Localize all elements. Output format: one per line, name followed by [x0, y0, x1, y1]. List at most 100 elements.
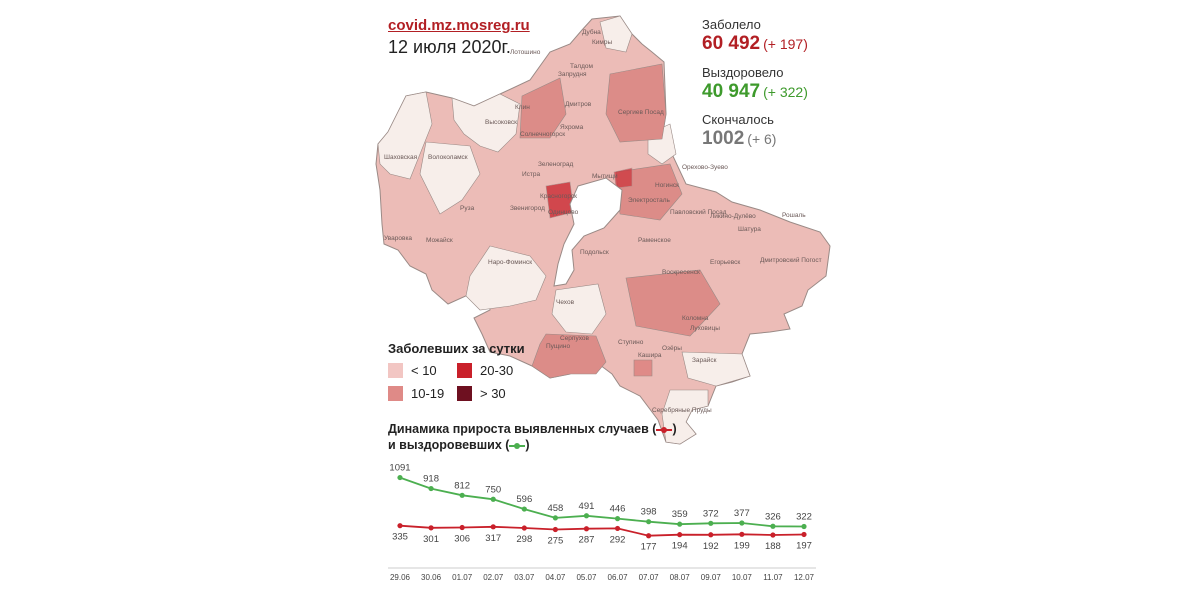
- stat-recovered-label: Выздоровело: [702, 65, 784, 80]
- district-zaraisk: [681, 351, 751, 387]
- map-label: Раменское: [638, 237, 671, 244]
- data-point-recovered: [708, 520, 714, 526]
- data-point-recovered: [646, 519, 652, 525]
- data-point-cases: [521, 525, 527, 531]
- data-point-cases: [646, 533, 652, 539]
- map-label: Сергиев Посад: [618, 109, 664, 116]
- map-label: Клин: [515, 104, 530, 111]
- data-label-recovered: 359: [672, 509, 688, 520]
- map-label: Ногинск: [655, 182, 679, 189]
- data-point-recovered: [428, 485, 434, 492]
- legend-label-20-30: 20-30: [480, 363, 514, 378]
- map-label: Ступино: [618, 339, 644, 346]
- data-label-cases: 275: [547, 536, 563, 547]
- x-tick-label: 09.07: [701, 573, 722, 582]
- data-point-cases: [614, 525, 621, 532]
- stat-recovered-delta: (+ 322): [763, 84, 808, 100]
- legend-label-10-19: 10-19: [411, 386, 445, 401]
- district-solnechnogorsk: [519, 77, 567, 139]
- district-kashira: [633, 359, 653, 377]
- map-label: Можайск: [426, 236, 453, 244]
- district-naro-fominsk: [465, 245, 547, 311]
- map-label: Пущино: [546, 343, 570, 350]
- data-point-recovered: [739, 520, 745, 526]
- moscow-region-map: Лотошино Клин Высоковск Солнечногорск Дмитро…: [370, 14, 840, 454]
- data-label-recovered: 377: [734, 508, 750, 519]
- map-label: Луховицы: [690, 325, 720, 332]
- map-label: Дмитров: [565, 101, 592, 108]
- map-label: Зеленоград: [538, 161, 574, 168]
- data-label-cases: 301: [423, 534, 439, 545]
- x-tick-label: 03.07: [514, 573, 535, 582]
- data-label-cases: 177: [641, 542, 657, 553]
- map-label: Уваровка: [384, 235, 412, 242]
- district-kolomna: [625, 269, 721, 337]
- data-label-cases: 199: [734, 540, 750, 551]
- data-point-recovered: [770, 523, 776, 529]
- legend-swatch-gt30: [457, 386, 472, 401]
- map-label: Мытищи: [592, 173, 618, 180]
- data-point-recovered: [677, 521, 683, 527]
- data-point-cases: [490, 524, 496, 530]
- legend-swatch-10-19: [388, 386, 403, 401]
- data-label-recovered: 398: [641, 507, 657, 518]
- map-label: Орехово-Зуево: [682, 164, 728, 171]
- series-line-cases: [399, 524, 805, 537]
- data-point-cases: [552, 526, 558, 533]
- data-label-recovered: 918: [423, 474, 439, 485]
- x-tick-label: 11.07: [763, 573, 783, 582]
- data-point-cases: [583, 526, 590, 532]
- legend-title: Заболевших за сутки: [388, 341, 525, 356]
- data-label-recovered: 812: [454, 480, 470, 491]
- map-label: Егорьевск: [710, 259, 740, 266]
- legend-label-gt30: > 30: [480, 386, 506, 401]
- map-label: Коломна: [682, 315, 709, 322]
- source-link[interactable]: covid.mz.mosreg.ru: [388, 17, 530, 34]
- data-label-cases: 292: [610, 534, 626, 545]
- data-label-cases: 192: [703, 541, 719, 552]
- map-label: Дубна: [582, 28, 601, 36]
- map-label: Высоковск: [485, 119, 517, 126]
- district-shakhovskaya: [377, 91, 433, 180]
- map-label: Озёры: [662, 345, 682, 352]
- map-label: Воскресенск: [662, 269, 700, 276]
- stat-deaths: Скончалось 1002 (+ 6): [702, 112, 776, 150]
- data-point-cases: [397, 523, 403, 529]
- stat-deaths-delta: (+ 6): [747, 131, 777, 147]
- map-label: Павловский Посад: [670, 208, 727, 216]
- chart-title-close-2: ): [525, 438, 530, 452]
- data-point-recovered: [521, 506, 527, 512]
- data-point-recovered: [397, 474, 403, 481]
- map-label: Солнечногорск: [520, 131, 565, 138]
- data-label-cases: 335: [392, 532, 408, 543]
- data-label-recovered: 372: [703, 508, 719, 519]
- data-label-recovered: 596: [516, 494, 532, 505]
- map-label: Шатура: [738, 226, 761, 233]
- data-point-recovered: [459, 492, 465, 498]
- chart-title-line2: и выздоровевших (: [388, 438, 510, 452]
- chart-title: Динамика прироста выявленных случаев () …: [388, 421, 708, 453]
- x-tick-label: 12.07: [794, 573, 815, 582]
- legend-label-lt10: < 10: [411, 363, 437, 378]
- data-label-recovered: 750: [485, 484, 501, 495]
- data-point-cases: [459, 524, 465, 531]
- map-label: Дмитровский Погост: [760, 256, 822, 264]
- legend-item-10-19: 10-19: [388, 386, 444, 401]
- red-line-icon: [656, 426, 673, 434]
- chart-title-close-1: ): [672, 422, 677, 436]
- map-label: Красногорск: [540, 193, 577, 200]
- stat-infected-label: Заболело: [702, 17, 761, 32]
- data-label-cases: 197: [796, 540, 812, 551]
- data-point-cases: [708, 532, 714, 538]
- stat-deaths-value: 1002: [702, 128, 745, 149]
- map-label: Руза: [460, 205, 475, 212]
- district-chekhov: [551, 283, 607, 335]
- chart-title-line1: Динамика прироста выявленных случаев (: [388, 422, 657, 436]
- x-tick-label: 29.06: [390, 573, 411, 582]
- legend-item-gt30: > 30: [457, 386, 506, 401]
- x-tick-label: 02.07: [483, 573, 504, 582]
- legend-swatch-lt10: [388, 363, 403, 378]
